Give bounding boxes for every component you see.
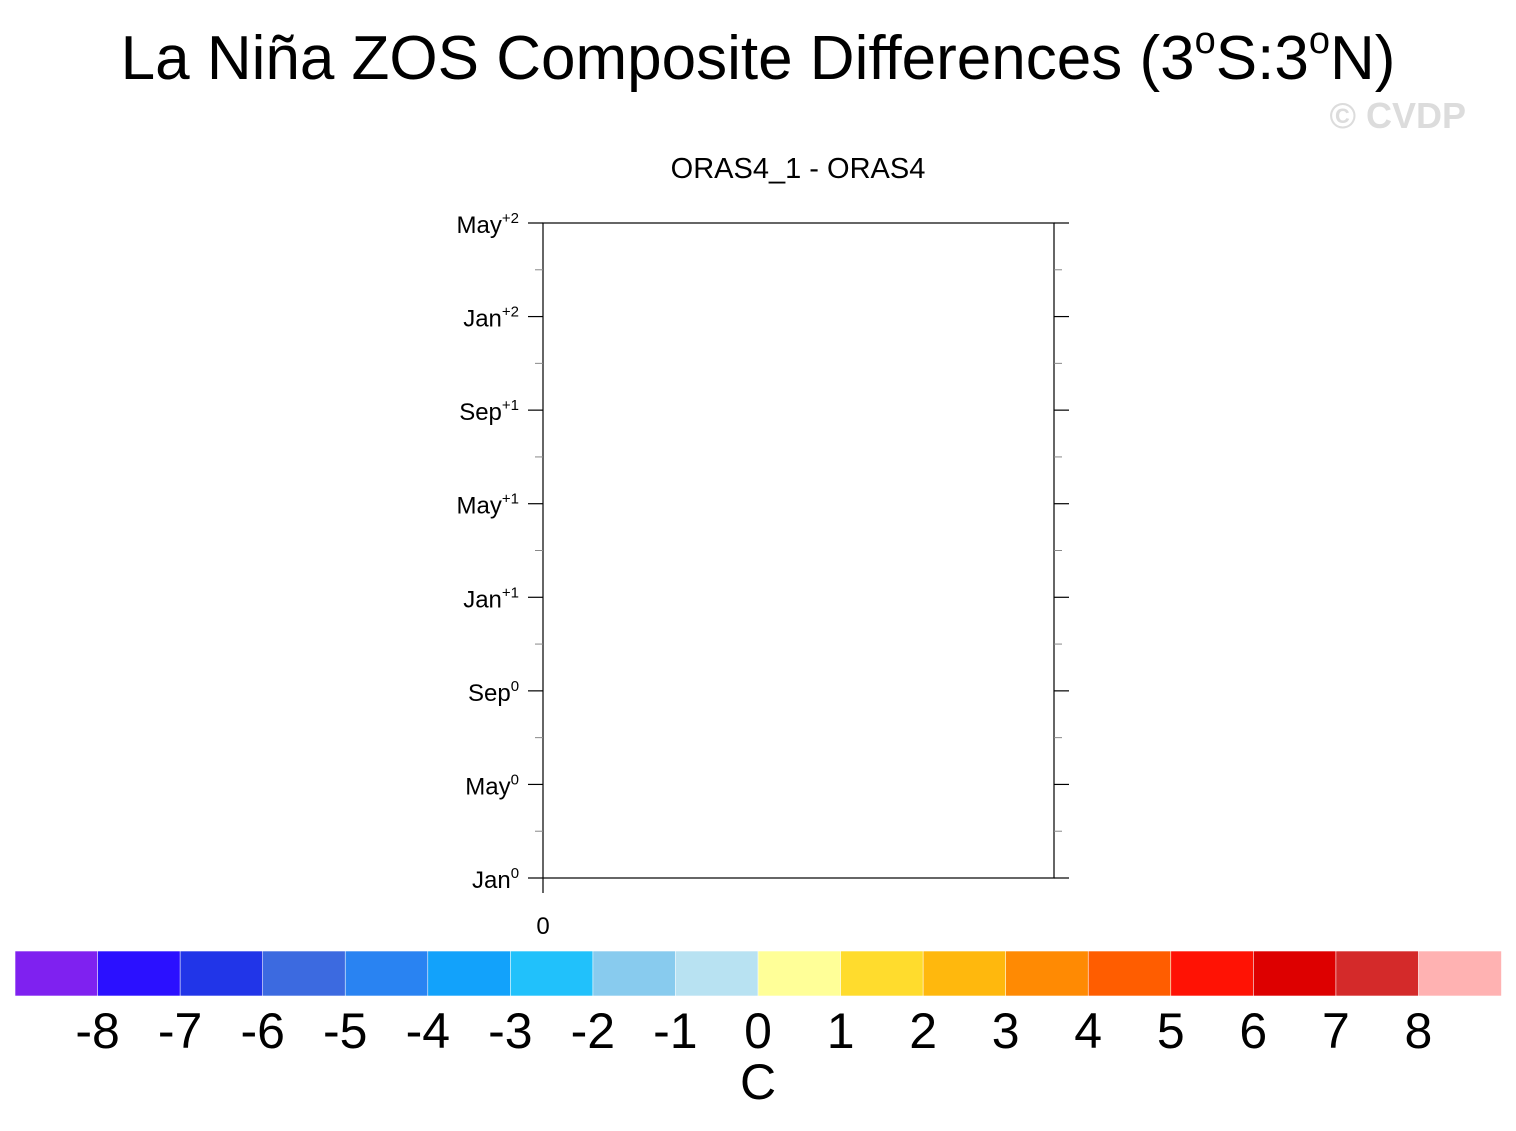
tick-group: Jan0 May0 Sep0 Jan+1 May+1 Sep+1 Jan+2 May+2 0 (457, 210, 1069, 940)
y-tick-label: May0 (465, 771, 519, 800)
plot-frame (542, 222, 1055, 879)
colorbar-label: 3 (992, 1003, 1020, 1059)
colorbar-swatch (97, 950, 181, 997)
colorbar-swatch (344, 950, 429, 997)
y-tick-label: May+2 (457, 210, 519, 239)
y-tick-label: Jan+2 (463, 304, 519, 333)
y-tick-label: May+1 (457, 491, 519, 520)
colorbar-label: 2 (909, 1003, 937, 1059)
colorbar-swatch (675, 950, 759, 997)
colorbar-swatch (14, 950, 99, 997)
colorbar-swatch (1335, 950, 1420, 997)
y-tick-label: Sep0 (468, 678, 519, 707)
colorbar-swatch (1418, 950, 1502, 997)
colorbar-swatch (510, 950, 594, 997)
colorbar-label: -8 (75, 1003, 119, 1059)
colorbar-swatch (1170, 950, 1255, 997)
x-tick-label: 0 (536, 913, 549, 940)
y-tick-label: Sep+1 (459, 397, 519, 426)
colorbar-label: -5 (323, 1003, 367, 1059)
colorbar: -8 -7 -6 -5 -4 -3 -2 -1 0 1 2 3 4 5 6 7 8 (14, 950, 1502, 1059)
colorbar-label: 6 (1239, 1003, 1267, 1059)
colorbar-swatch (1087, 950, 1172, 997)
colorbar-label: -7 (158, 1003, 202, 1059)
colorbar-swatch (427, 950, 512, 997)
colorbar-label: -6 (240, 1003, 284, 1059)
y-tick-label: Jan0 (472, 865, 519, 894)
colorbar-label: -4 (406, 1003, 450, 1059)
colorbar-swatch (1253, 950, 1337, 997)
colorbar-swatch (840, 950, 924, 997)
colorbar-label: 0 (744, 1003, 772, 1059)
y-tick-label: Jan+1 (463, 584, 519, 613)
colorbar-label: -3 (488, 1003, 532, 1059)
colorbar-swatch (179, 950, 264, 997)
colorbar-swatch (592, 950, 677, 997)
colorbar-label: 8 (1404, 1003, 1432, 1059)
colorbar-label: 4 (1074, 1003, 1102, 1059)
watermark: © CVDP (1329, 95, 1466, 136)
colorbar-swatch (262, 950, 347, 997)
page-title: La Niña ZOS Composite Differences (3oS:3… (120, 20, 1396, 93)
colorbar-unit-label: C (739, 1054, 777, 1110)
colorbar-label: -2 (571, 1003, 615, 1059)
colorbar-swatch (922, 950, 1007, 997)
colorbar-label: -1 (653, 1003, 697, 1059)
colorbar-label: 7 (1322, 1003, 1350, 1059)
colorbar-swatch (1005, 950, 1090, 997)
colorbar-swatch (757, 950, 842, 997)
chart-subtitle: ORAS4_1 - ORAS4 (671, 153, 926, 185)
colorbar-label: 1 (827, 1003, 855, 1059)
colorbar-label: 5 (1157, 1003, 1185, 1059)
